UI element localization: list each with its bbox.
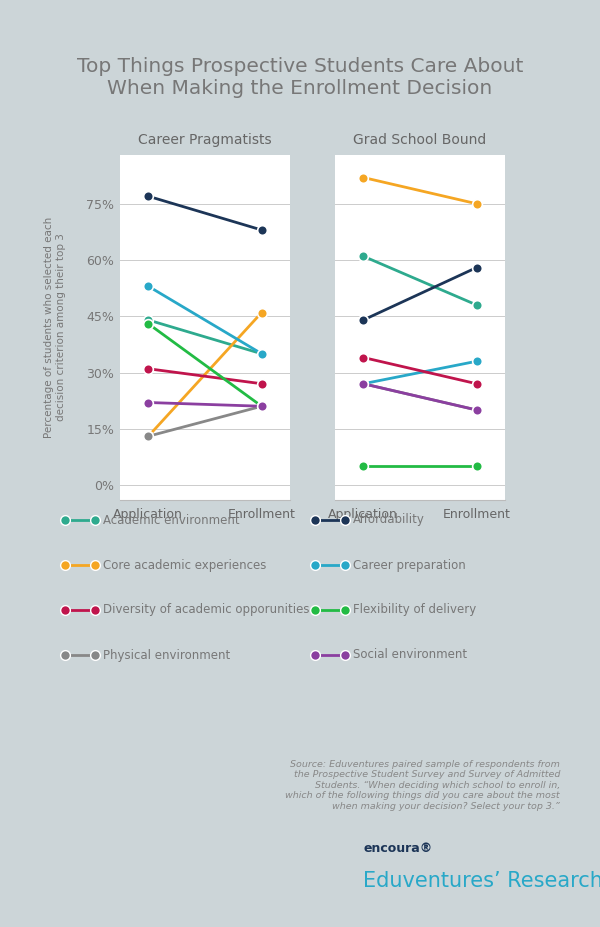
Text: Eduventures’ Research: Eduventures’ Research (363, 871, 600, 891)
Text: encoura®: encoura® (363, 843, 433, 856)
Text: Academic environment: Academic environment (103, 514, 239, 527)
Text: Percentage of students who selected each
decision criterion among their top 3: Percentage of students who selected each… (44, 216, 66, 438)
Text: Career preparation: Career preparation (353, 558, 466, 572)
Text: Top Things Prospective Students Care About
When Making the Enrollment Decision: Top Things Prospective Students Care Abo… (77, 57, 523, 98)
Text: Affordability: Affordability (353, 514, 425, 527)
Text: Grad School Bound: Grad School Bound (353, 133, 487, 147)
Text: Core academic experiences: Core academic experiences (103, 558, 266, 572)
Text: Career Pragmatists: Career Pragmatists (138, 133, 272, 147)
Text: Source: Eduventures paired sample of respondents from
the Prospective Student Su: Source: Eduventures paired sample of res… (286, 760, 560, 810)
Text: Flexibility of delivery: Flexibility of delivery (353, 603, 476, 616)
Text: Social environment: Social environment (353, 649, 467, 662)
Text: Physical environment: Physical environment (103, 649, 230, 662)
Text: Diversity of academic opporunities: Diversity of academic opporunities (103, 603, 310, 616)
